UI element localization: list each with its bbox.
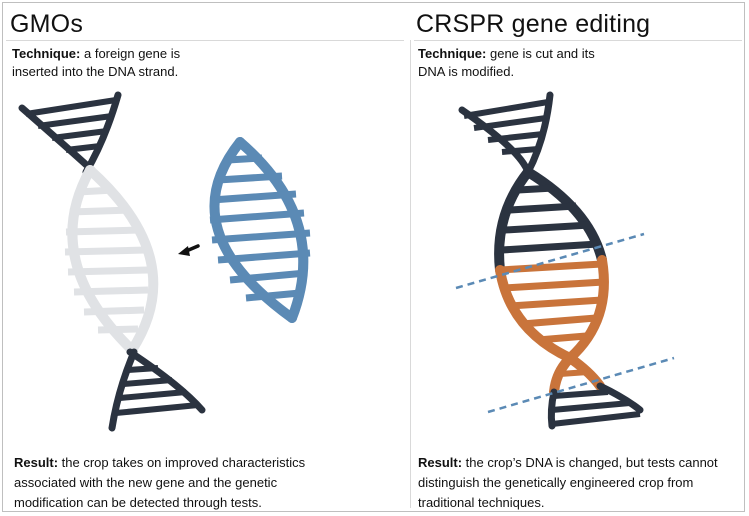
crispr-technique-label: Technique: xyxy=(418,46,487,61)
crispr-result-line1: the crop’s DNA is changed, but tests can… xyxy=(462,455,718,470)
gmo-host-bottom-segment xyxy=(108,348,206,432)
crispr-result-line3: traditional techniques. xyxy=(418,495,545,510)
gmo-host-top-segment xyxy=(18,91,122,176)
gmo-result-line3: modification can be detected through tes… xyxy=(14,495,262,510)
crispr-cut-line-lower xyxy=(487,356,675,414)
foreign-gene xyxy=(209,137,311,323)
crispr-cut-line-upper xyxy=(455,232,645,290)
gmo-title: GMOs xyxy=(10,10,84,38)
gmo-host-middle-segment xyxy=(64,165,159,355)
gmo-technique-label: Technique: xyxy=(12,46,81,61)
crispr-top-segment xyxy=(458,91,554,176)
crispr-technique-line1: gene is cut and its xyxy=(486,46,595,61)
crispr-middle-dark xyxy=(494,167,607,275)
right-title-rule xyxy=(414,40,742,41)
gmo-result-label: Result: xyxy=(14,455,59,470)
gmo-result: Result: the crop takes on improved chara… xyxy=(14,453,305,513)
insertion-arrow xyxy=(178,244,200,256)
crispr-result-line2: distinguish the genetically engineered c… xyxy=(418,475,694,490)
crispr-result: Result: the crop’s DNA is changed, but t… xyxy=(418,453,718,513)
crispr-technique-line2: DNA is modified. xyxy=(418,64,515,79)
crispr-technique: Technique: gene is cut and its DNA is mo… xyxy=(418,45,595,81)
left-title-rule xyxy=(6,40,404,41)
gmo-technique-line2: inserted into the DNA strand. xyxy=(12,64,179,79)
crispr-bottom-segment xyxy=(547,382,644,430)
crispr-title: CRSPR gene editing xyxy=(416,10,651,38)
panel-divider xyxy=(410,40,411,508)
gmo-result-line2: associated with the new gene and the gen… xyxy=(14,475,278,490)
crispr-edited-segment xyxy=(495,255,609,397)
gmo-result-line1: the crop takes on improved characteristi… xyxy=(58,455,306,470)
gmo-technique-line1: a foreign gene is xyxy=(80,46,181,61)
gmo-host-dna xyxy=(18,91,206,432)
gmo-technique: Technique: a foreign gene is inserted in… xyxy=(12,45,180,81)
crispr-dna xyxy=(455,91,675,430)
crispr-result-label: Result: xyxy=(418,455,463,470)
